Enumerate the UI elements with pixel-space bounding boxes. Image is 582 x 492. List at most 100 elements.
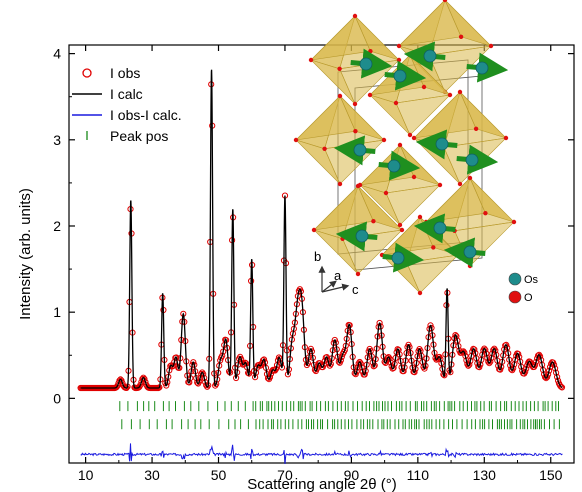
oxygen-atom	[447, 92, 453, 98]
axis-a-label: a	[334, 268, 342, 283]
observed-point	[361, 371, 368, 378]
observed-point	[421, 365, 428, 372]
oxygen-atom	[352, 101, 358, 107]
oxygen-atom	[511, 219, 517, 225]
observed-point	[503, 341, 510, 348]
oxygen-atom	[340, 236, 345, 241]
y-tick-label: 3	[53, 132, 61, 148]
x-tick-label: 70	[277, 467, 293, 483]
oxygen-atom	[337, 93, 343, 99]
oxygen-atom	[417, 214, 423, 220]
oxygen-atom	[393, 100, 399, 106]
observed-point	[497, 366, 504, 373]
oxygen-atom	[442, 0, 448, 3]
os-atom	[475, 61, 489, 75]
observed-point	[137, 381, 144, 388]
octahedron-face	[295, 95, 356, 141]
x-tick-label: 150	[539, 467, 563, 483]
y-tick-label: 1	[53, 304, 61, 320]
octahedron-face	[385, 184, 441, 226]
observed-point	[515, 350, 522, 358]
octahedron-face	[398, 0, 462, 47]
observed-point	[259, 357, 267, 364]
y-tick-label: 0	[53, 390, 61, 406]
oxygen-atom	[381, 137, 387, 143]
oxygen-atom	[368, 49, 373, 54]
oxygen-atom	[337, 66, 342, 72]
oxygen-atom	[357, 182, 363, 188]
os-atom	[355, 229, 369, 243]
oxygen-atom	[293, 137, 299, 143]
observed-point	[551, 361, 558, 368]
oxygen-atom	[431, 245, 436, 250]
x-tick-label: 30	[144, 467, 160, 483]
x-axis-title: Scattering angle 2θ (°)	[247, 476, 396, 492]
observed-point	[390, 364, 397, 371]
observed-point	[123, 384, 130, 391]
oxygen-atom	[483, 211, 488, 216]
oxygen-atom	[417, 290, 423, 296]
observed-point	[486, 360, 493, 367]
oxygen-atom	[337, 181, 343, 187]
oxygen-atom	[458, 34, 464, 39]
oxygen-atom	[407, 132, 413, 138]
os-atom	[433, 221, 447, 235]
calculated-curve	[80, 69, 563, 389]
legend: I obs I calc I obs-I calc. Peak pos	[72, 65, 182, 144]
crystal-structure-inset: bac Os O	[293, 0, 539, 304]
observed-point	[482, 346, 489, 353]
oxygen-atom	[467, 263, 473, 269]
octahedron-face	[395, 94, 451, 136]
os-atom	[359, 57, 373, 71]
atom-legend-label: O	[524, 292, 533, 304]
oxygen-atom	[437, 182, 443, 188]
atom-legend-marker	[508, 272, 522, 286]
y-axis-title: Intensity (arb. units)	[17, 188, 34, 320]
oxygen-atom	[353, 129, 358, 134]
observed-point	[370, 363, 377, 370]
x-tick-label: 50	[211, 467, 227, 483]
oxygen-atom	[371, 219, 376, 224]
oxygen-atom	[308, 57, 314, 63]
oxygen-atom	[467, 175, 473, 181]
x-tick-label: 10	[78, 467, 94, 483]
observed-point	[219, 352, 226, 359]
axis-c-label: c	[352, 282, 359, 297]
oxygen-atom	[355, 271, 361, 277]
observed-point	[376, 319, 383, 327]
legend-marker-observed	[82, 68, 92, 78]
os-atom	[465, 153, 479, 167]
os-atom	[387, 159, 401, 173]
x-tick-label: 110	[407, 467, 430, 483]
oxygen-atom	[457, 89, 463, 95]
oxygen-atom	[396, 57, 402, 63]
y-tick-label: 4	[53, 46, 61, 62]
observed-point	[204, 383, 211, 390]
os-atom	[463, 245, 477, 259]
observed-point	[545, 371, 552, 378]
observed-point	[411, 369, 418, 376]
observed-point	[272, 365, 280, 373]
oxygen-atom	[311, 227, 317, 233]
data-series	[77, 69, 566, 465]
os-atom	[423, 49, 437, 63]
oxygen-atom	[396, 43, 402, 49]
os-atom	[393, 69, 407, 83]
observed-point	[243, 360, 250, 367]
oxygen-atom	[411, 135, 417, 141]
legend-label-calculated: I calc	[110, 86, 143, 102]
observed-point	[536, 351, 543, 358]
oxygen-atom	[503, 135, 509, 141]
legend-label-peak-pos: Peak pos	[110, 128, 168, 144]
observed-point	[394, 346, 401, 353]
x-tick-label: 130	[473, 467, 497, 483]
peak-positions	[119, 401, 560, 430]
oxygen-atom	[367, 92, 373, 98]
observed-point	[400, 368, 407, 375]
oxygen-atom	[383, 190, 389, 196]
oxygen-atom	[421, 84, 427, 90]
y-tick-label: 2	[53, 218, 61, 234]
legend-label-observed: I obs	[110, 65, 140, 81]
oxygen-atom	[397, 222, 403, 228]
observed-point	[556, 382, 564, 389]
